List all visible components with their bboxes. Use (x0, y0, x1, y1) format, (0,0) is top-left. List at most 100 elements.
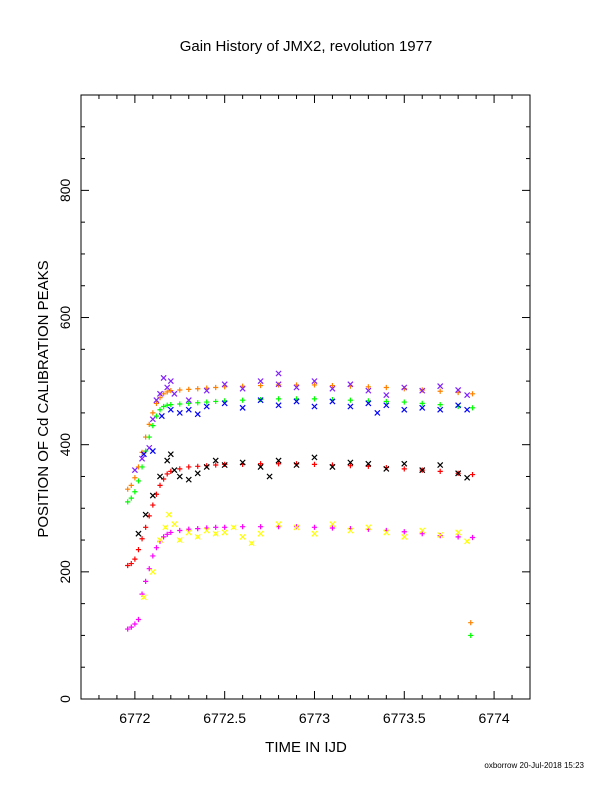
series-7 (140, 511, 471, 601)
data-point (275, 457, 282, 464)
data-point (149, 416, 156, 423)
series-1 (125, 396, 476, 639)
chart-title: Gain History of JMX2, revolution 1977 (180, 38, 433, 55)
data-point (146, 566, 152, 572)
data-point (469, 391, 476, 397)
data-point (153, 413, 160, 419)
data-point (186, 400, 192, 406)
data-point (469, 471, 476, 478)
data-point (401, 406, 408, 413)
data-point (311, 530, 318, 537)
data-point (139, 464, 145, 470)
data-point (140, 594, 147, 601)
data-point (185, 397, 192, 404)
data-point (195, 400, 201, 406)
data-point (150, 410, 156, 416)
data-point (258, 461, 264, 467)
data-point (168, 388, 174, 394)
data-point (347, 403, 354, 410)
data-point (203, 463, 210, 470)
data-point (195, 463, 201, 469)
data-point (266, 473, 273, 480)
data-points (125, 370, 476, 639)
data-point (401, 460, 408, 467)
data-point (239, 533, 246, 540)
data-point (165, 511, 173, 518)
data-point (383, 392, 390, 399)
data-point (464, 392, 471, 399)
data-point (167, 451, 174, 458)
data-point (203, 387, 210, 394)
data-point (194, 411, 201, 418)
data-point (125, 499, 131, 505)
y-tick-label: 0 (57, 695, 73, 703)
data-point (437, 462, 444, 469)
data-point (437, 383, 444, 390)
data-point (311, 461, 318, 467)
series-2 (131, 370, 471, 474)
data-point (146, 421, 152, 427)
data-point (213, 384, 219, 391)
data-point (153, 397, 160, 404)
data-point (195, 386, 201, 392)
data-point (311, 378, 318, 385)
data-point (143, 578, 149, 584)
data-point (132, 475, 138, 481)
data-point (162, 524, 169, 531)
data-point (161, 403, 167, 410)
data-point (311, 524, 318, 530)
data-point (374, 409, 381, 416)
x-tick-label: 6774 (479, 710, 510, 726)
data-point (153, 400, 160, 406)
data-point (140, 451, 147, 458)
data-point (149, 448, 156, 455)
data-point (455, 529, 462, 536)
data-point (468, 620, 474, 626)
x-tick-label: 6772.5 (203, 710, 246, 726)
data-point (383, 465, 390, 472)
data-point (329, 463, 336, 470)
data-point (275, 461, 282, 467)
data-point (257, 530, 264, 537)
data-point (221, 400, 228, 407)
data-point (437, 388, 443, 394)
data-point (311, 403, 318, 410)
data-point (156, 473, 164, 480)
data-point (171, 521, 178, 528)
data-point (164, 402, 170, 408)
data-point (177, 527, 183, 534)
series-0 (125, 382, 476, 626)
data-point (437, 468, 443, 474)
data-point (257, 397, 264, 404)
data-point (150, 423, 156, 429)
y-tick-label: 600 (57, 306, 73, 330)
data-point (213, 524, 219, 530)
data-point (365, 460, 372, 467)
data-point (135, 546, 142, 553)
data-point (176, 409, 183, 416)
data-point (347, 463, 353, 469)
data-point (469, 534, 476, 541)
data-point (177, 401, 183, 407)
y-tick-label: 400 (57, 433, 73, 457)
data-point (125, 486, 131, 492)
data-point (157, 407, 163, 413)
data-point (401, 529, 407, 535)
data-point (365, 400, 372, 407)
data-point (128, 482, 134, 488)
data-point (128, 560, 134, 567)
data-point (164, 384, 171, 391)
data-point (468, 632, 474, 639)
data-point (258, 524, 264, 530)
data-point (365, 524, 372, 531)
data-point (176, 473, 183, 480)
data-point (240, 524, 246, 530)
data-point (401, 399, 407, 405)
data-point (177, 466, 183, 472)
data-point (164, 471, 170, 477)
data-point (275, 396, 282, 402)
data-point (222, 524, 228, 530)
series-5 (135, 451, 471, 537)
data-point (212, 530, 219, 537)
